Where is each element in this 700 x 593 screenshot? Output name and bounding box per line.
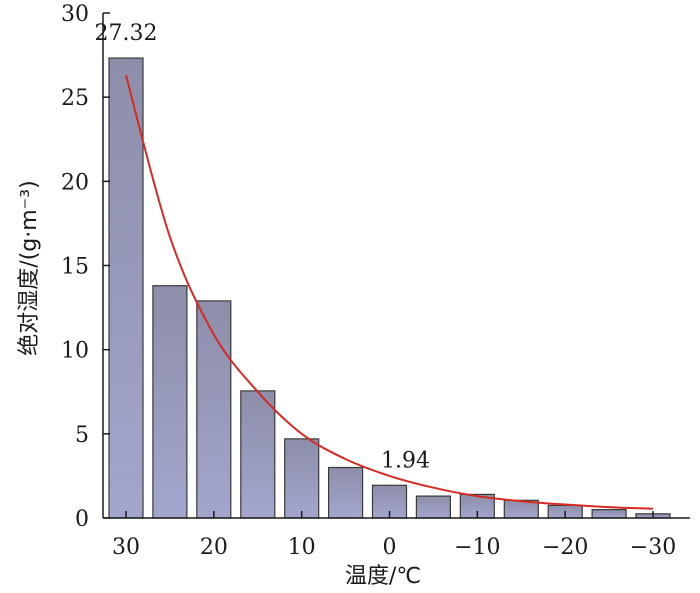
trend-line [125, 75, 654, 510]
y-tick-label-20: 20 [61, 170, 89, 195]
bar--5 [415, 495, 451, 519]
y-tick-label-30: 30 [61, 2, 89, 27]
bars [108, 57, 671, 519]
y-tick-label-25: 25 [61, 86, 89, 111]
x-tick-label-4: −10 [454, 535, 500, 560]
y-tick-label-15: 15 [61, 255, 89, 280]
x-tick-label-1: 20 [200, 535, 228, 560]
y-tick-label-0: 0 [75, 507, 89, 532]
bar-15 [240, 390, 276, 519]
data-label-0: 27.32 [95, 21, 158, 46]
data-label-1: 1.94 [381, 448, 430, 473]
x-tick-label-0: 30 [112, 535, 140, 560]
bar-25 [152, 285, 188, 519]
x-axis-title: 温度/℃ [345, 564, 421, 589]
x-tick-label-5: −20 [542, 535, 588, 560]
x-tick-label-2: 10 [288, 535, 316, 560]
y-tick-label-10: 10 [61, 339, 89, 364]
bar-20 [196, 300, 232, 519]
x-tick-label-6: −30 [630, 535, 676, 560]
y-tick-label-5: 5 [75, 423, 89, 448]
axes [102, 12, 690, 519]
bar-5 [328, 466, 364, 519]
x-tick-label-3: 0 [383, 535, 397, 560]
labels: 0 5 10 15 20 25 30 30 20 10 0 −10 −20 −30 27.32 1.94 [61, 2, 676, 560]
bar--25 [591, 509, 627, 519]
y-axis-title: 绝对湿度/(g·m⁻³) [17, 180, 42, 355]
bar-10 [284, 438, 320, 519]
bar-30 [108, 57, 144, 519]
